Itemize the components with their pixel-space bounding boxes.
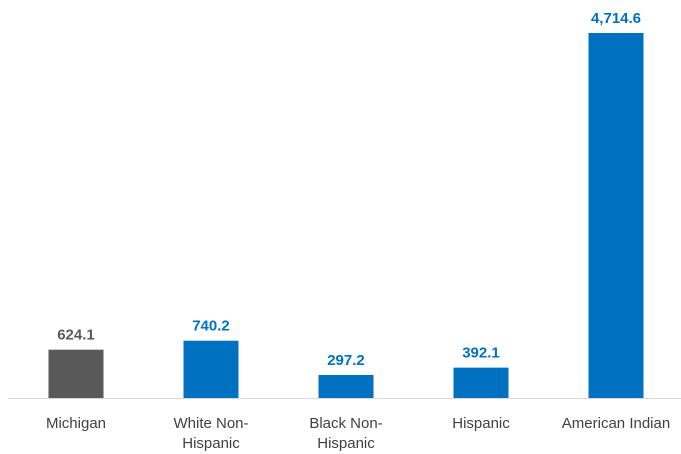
category-label-line: Hispanic xyxy=(317,435,375,452)
category-label-line: Hispanic xyxy=(182,435,240,452)
category-label-line: Michigan xyxy=(46,415,106,432)
category-label-line: White Non- xyxy=(173,415,248,432)
bar-3 xyxy=(318,374,374,398)
bar-4 xyxy=(453,367,509,398)
category-label-1: Michigan xyxy=(46,415,106,432)
value-label-2: 740.2 xyxy=(192,318,230,335)
category-label-4: Hispanic xyxy=(452,415,510,432)
bar-5 xyxy=(588,33,644,398)
bar-2 xyxy=(183,340,239,398)
category-labels-group: Michigan White Non- Hispanic Black Non- Hisp… xyxy=(46,415,670,452)
category-label-line: American Indian xyxy=(562,415,670,432)
value-label-1: 624.1 xyxy=(57,327,95,344)
bars-group xyxy=(48,33,644,398)
value-label-4: 392.1 xyxy=(462,345,500,362)
category-label-3: Black Non- Hispanic xyxy=(309,415,382,452)
category-label-line: Black Non- xyxy=(309,415,382,432)
category-label-2: White Non- Hispanic xyxy=(173,415,248,452)
category-label-line: Hispanic xyxy=(452,415,510,432)
value-labels-group: 624.1 740.2 297.2 392.1 4,714.6 xyxy=(57,10,641,369)
value-label-3: 297.2 xyxy=(327,352,365,369)
category-label-5: American Indian xyxy=(562,415,670,432)
bar-1 xyxy=(48,349,104,398)
value-label-5: 4,714.6 xyxy=(591,10,641,27)
